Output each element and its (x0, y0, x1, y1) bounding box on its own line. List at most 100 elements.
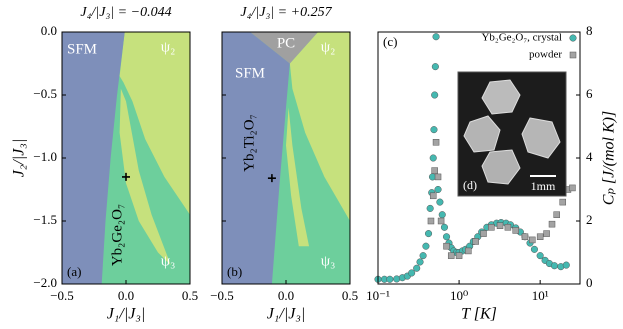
data-point (430, 126, 438, 134)
x-tick-label: 10¹ (532, 288, 549, 303)
data-point (431, 167, 438, 174)
data-point (434, 185, 442, 194)
chart-title: J₄/|J₃| = −0.044 (80, 5, 171, 20)
region-label: ψ₂ (321, 39, 336, 55)
data-point (550, 262, 558, 270)
data-point (548, 220, 556, 228)
x-tick-label: −0.5 (210, 288, 234, 303)
legend-label: powder (529, 49, 562, 61)
x-tick-label: 10⁻¹ (366, 288, 390, 303)
phase-region (222, 32, 290, 284)
data-point (465, 247, 472, 255)
x-axis-label: J₁/|J₃| (267, 306, 306, 323)
y-tick-label: 0 (586, 275, 593, 290)
data-point (429, 154, 437, 162)
data-point (419, 252, 427, 260)
data-point (408, 269, 416, 277)
x-tick-label: −0.5 (50, 288, 74, 303)
phase-region (250, 32, 318, 64)
data-point (480, 230, 487, 237)
compound-marker (267, 174, 276, 183)
y-axis-label: J₂/|J₃| (11, 139, 28, 178)
data-point (553, 211, 560, 218)
data-point (530, 245, 538, 253)
data-point (426, 204, 434, 212)
x-tick-label: 0.0 (278, 288, 294, 303)
phase-region (289, 32, 350, 221)
data-point (521, 233, 529, 240)
y-tick-label: −0.5 (33, 86, 57, 101)
data-point (496, 222, 504, 229)
region-label: PC (277, 35, 295, 51)
data-point (472, 238, 479, 245)
chart-title: J₄/|J₃| = +0.257 (240, 5, 332, 20)
x-tick-label: 0.0 (118, 288, 134, 303)
data-point (422, 242, 430, 250)
data-point (512, 227, 520, 234)
x-tick-label: 0.5 (342, 288, 358, 303)
y-axis-label: Cₚ [J/(mol K)] (601, 111, 618, 205)
y-tick-label: −1.0 (33, 149, 57, 164)
data-point (424, 230, 433, 238)
x-tick-label: 0.5 (182, 288, 198, 303)
data-point (427, 217, 435, 225)
data-point (455, 252, 463, 259)
data-point (440, 223, 448, 231)
legend-marker (569, 51, 577, 59)
data-point (488, 224, 495, 231)
data-point (431, 91, 439, 99)
compound-label: Yb₂Ti₂O₇ (241, 114, 257, 172)
data-point (536, 252, 544, 260)
data-point (416, 258, 424, 266)
legend-marker (569, 34, 577, 42)
panel: ψ₃ ψ₂ SFM PC Yb₂Ti₂O₇ −0.5 0.0 0.5 J₄/|J₃| = +0.… (210, 5, 358, 322)
inset-photo: (d) 1mm (457, 71, 567, 197)
region-label: ψ₃ (161, 253, 176, 269)
inset-label: (d) (463, 178, 477, 192)
panel-label: (c) (383, 34, 397, 49)
data-point (536, 233, 544, 240)
y-tick-label: 4 (586, 149, 593, 164)
data-point (437, 217, 445, 225)
region-label: SFM (67, 41, 97, 57)
y-tick-label: 8 (586, 23, 593, 38)
x-tick-label: 10⁰ (450, 288, 468, 303)
y-tick-label: 2 (586, 212, 593, 227)
panel: ψ₃ ψ₂ SFM Yb₂Ge₂O₇ −0.5 0.0 0.5 0.0 −0.5 −1.0 −1.5… (11, 5, 198, 322)
data-point (436, 198, 444, 206)
data-point (434, 173, 442, 181)
data-point (543, 230, 550, 237)
phase-region (119, 32, 190, 215)
panel-label: (a) (67, 264, 81, 279)
data-point (443, 242, 450, 250)
y-tick-label: −2.0 (33, 275, 57, 290)
y-tick-label: −1.5 (33, 212, 57, 227)
x-axis-label: T [K] (461, 306, 497, 323)
data-point (559, 198, 567, 206)
data-point (432, 33, 440, 41)
legend-label: Yb₂Ge₂O₇, crystal (481, 32, 562, 44)
compound-label: Yb₂Ge₂O₇ (109, 204, 125, 266)
region-label: SFM (235, 65, 265, 81)
scale-bar-label: 1mm (531, 179, 556, 193)
panel: Yb₂Ge₂O₇, crystal powder 10⁻¹ 10⁰ 10¹ 0 2 4 6 8 T … (366, 23, 618, 323)
data-point (429, 192, 437, 200)
data-point (569, 184, 576, 192)
region-label: ψ₂ (161, 39, 176, 55)
x-axis-label: J₁/|J₃| (107, 306, 146, 323)
data-point (393, 275, 401, 283)
data-point (413, 264, 421, 272)
data-point (562, 261, 570, 269)
compound-marker (122, 172, 130, 181)
region-label: ψ₃ (321, 253, 336, 269)
data-point (447, 252, 455, 259)
data-point (431, 63, 439, 71)
y-tick-label: 6 (586, 86, 593, 101)
data-point (438, 211, 446, 219)
data-point (529, 236, 536, 244)
y-tick-label: 0.0 (41, 23, 57, 38)
panel-label: (b) (227, 264, 242, 279)
phase-region (62, 32, 125, 284)
data-point (504, 224, 512, 231)
